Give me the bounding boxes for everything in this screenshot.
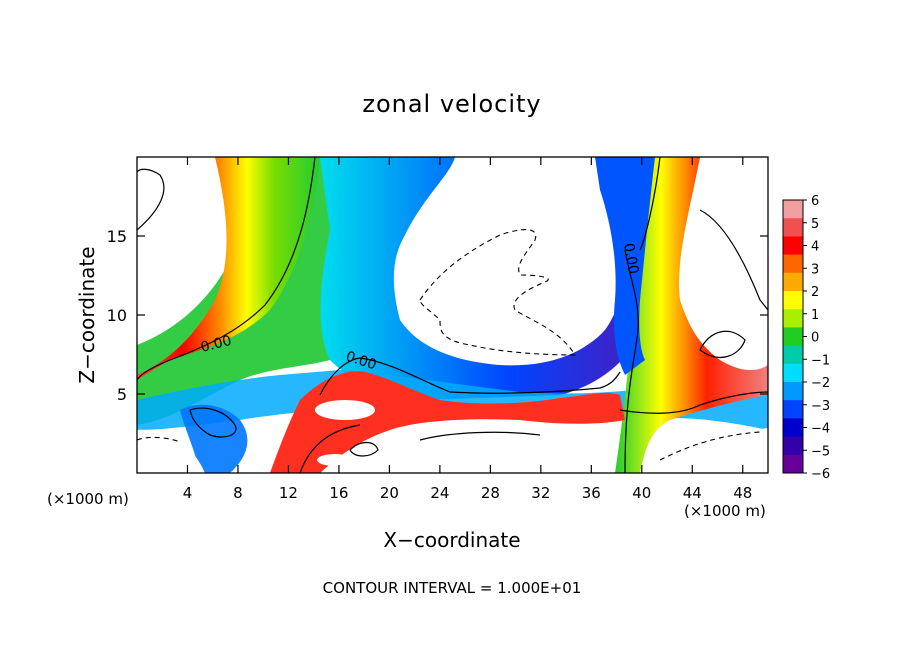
colorbar-label: −1 bbox=[811, 353, 830, 368]
colorbar-swatch bbox=[783, 254, 803, 274]
colorbar-swatch bbox=[783, 327, 803, 347]
colorbar-swatch bbox=[783, 309, 803, 328]
colorbar-swatch bbox=[783, 436, 803, 456]
colorbar-label: 4 bbox=[811, 240, 819, 255]
eastern-blue-column bbox=[595, 157, 655, 375]
contour-label-3: 0.00 bbox=[620, 242, 641, 275]
x-tick-label: 20 bbox=[380, 484, 399, 502]
y-axis-title: Z−coordinate bbox=[75, 246, 99, 383]
colorbar-swatch bbox=[783, 418, 803, 438]
contour-lines bbox=[137, 157, 768, 473]
contour-label-1: 0.00 bbox=[199, 333, 233, 356]
colorbar-swatch bbox=[783, 400, 803, 419]
x-tick-label: 24 bbox=[430, 484, 449, 502]
colorbar-swatch bbox=[783, 236, 803, 256]
x-tick-label: 40 bbox=[632, 484, 651, 502]
colorbar-swatch bbox=[783, 382, 803, 401]
y-tick-label: 15 bbox=[107, 227, 127, 246]
upper-blue-band bbox=[320, 157, 700, 400]
colorbar-label: −2 bbox=[811, 376, 830, 391]
eastern-red-column bbox=[615, 157, 768, 473]
colorbar-label: 5 bbox=[811, 217, 819, 232]
colorbar-label: 6 bbox=[811, 194, 819, 209]
colorbar-swatch bbox=[783, 200, 803, 219]
colorbar-swatch bbox=[783, 345, 803, 365]
colorbar-label: −6 bbox=[811, 467, 830, 482]
x-tick-label: 12 bbox=[279, 484, 298, 502]
x-tick-label: 4 bbox=[183, 484, 193, 502]
colorbar-swatch bbox=[783, 363, 803, 383]
y-axis-ticks: 5 10 15 bbox=[107, 227, 768, 404]
colorbar-label: 3 bbox=[811, 262, 819, 277]
x-tick-label: 8 bbox=[233, 484, 243, 502]
colorbar-label: −4 bbox=[811, 422, 830, 437]
x-tick-label: 48 bbox=[733, 484, 752, 502]
colorbar-label: 0 bbox=[811, 331, 819, 346]
colorbar-swatch bbox=[783, 272, 803, 292]
colorbar-label: −3 bbox=[811, 399, 830, 414]
velocity-field bbox=[137, 157, 768, 473]
x-axis-ticks: 4 8 12 16 20 24 28 32 36 40 44 48 bbox=[183, 157, 752, 502]
western-jet-red bbox=[137, 157, 320, 380]
x-tick-label: 16 bbox=[329, 484, 348, 502]
x-tick-label: 32 bbox=[531, 484, 550, 502]
y-tick-label: 10 bbox=[107, 306, 127, 325]
x-unit-right: (×1000 m) bbox=[684, 502, 766, 520]
y-tick-label: 5 bbox=[117, 385, 127, 404]
x-axis-title: X−coordinate bbox=[383, 528, 520, 552]
colorbar: 6 5 4 3 2 1 0 −1 −2 −3 −4 −5 −6 bbox=[782, 194, 830, 482]
chart-title: zonal velocity bbox=[362, 90, 541, 118]
x-tick-label: 44 bbox=[683, 484, 702, 502]
x-tick-label: 36 bbox=[582, 484, 601, 502]
colorbar-swatch bbox=[783, 454, 803, 474]
x-unit-left: (×1000 m) bbox=[47, 490, 129, 508]
negative-contours bbox=[137, 229, 761, 461]
contour-interval-note: CONTOUR INTERVAL = 1.000E+01 bbox=[323, 579, 582, 597]
x-tick-label: 28 bbox=[481, 484, 500, 502]
colorbar-label: 2 bbox=[811, 285, 819, 300]
low-level-jet-red bbox=[270, 371, 625, 473]
colorbar-swatch bbox=[783, 291, 803, 310]
colorbar-swatch bbox=[783, 218, 803, 237]
colorbar-label: 1 bbox=[811, 308, 819, 323]
colorbar-label: −5 bbox=[811, 444, 830, 459]
